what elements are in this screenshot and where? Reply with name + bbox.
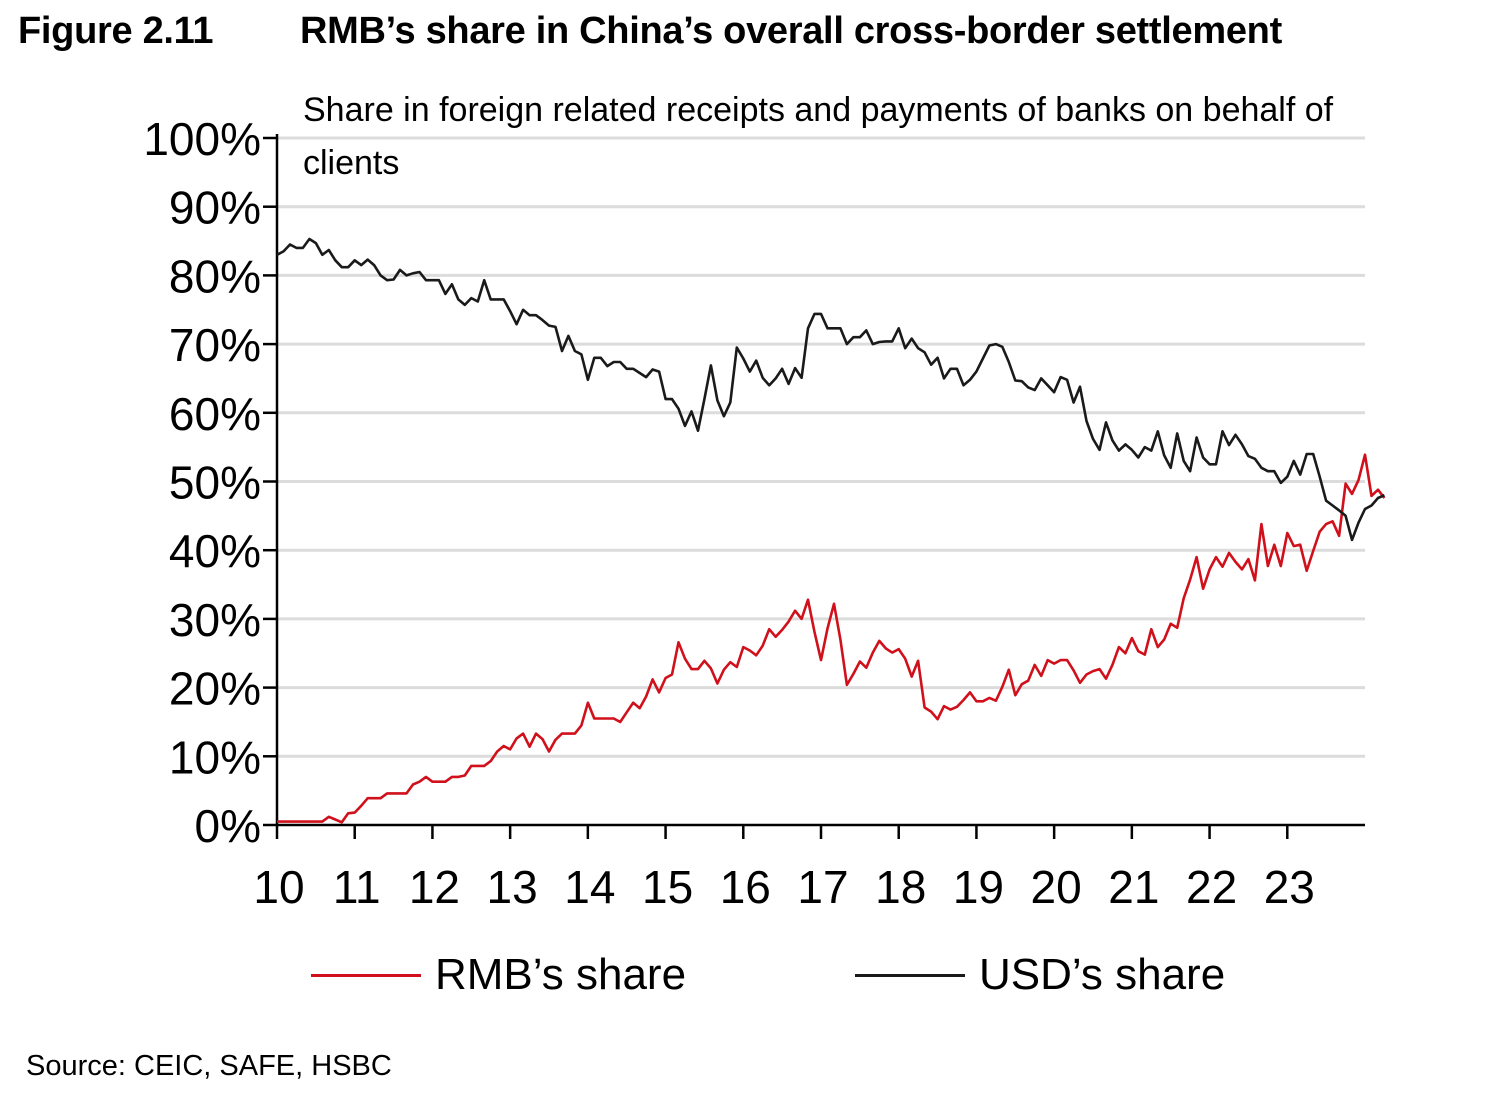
x-tick-label: 17: [797, 861, 848, 913]
x-axis: 10 11 12 13 14 15 16 17 18 19 20 21 22 23: [253, 823, 1365, 913]
figure-number: Figure 2.11: [18, 10, 214, 52]
legend-item-rmb: RMB’s share: [311, 950, 686, 1000]
gridlines: [277, 136, 1365, 758]
x-tick-label: 20: [1031, 861, 1082, 913]
series-line-rmb: [277, 453, 1386, 824]
y-tick-label: 10%: [169, 731, 261, 783]
source-note: Source: CEIC, SAFE, HSBC: [26, 1050, 392, 1082]
y-tick-label: 70%: [169, 319, 261, 371]
legend-label-usd: USD’s share: [979, 950, 1226, 999]
x-tick-label: 18: [875, 861, 926, 913]
y-axis: 0% 10% 20% 30% 40% 50% 60% 70% 80% 90% 100%: [143, 113, 279, 852]
x-tick-label: 16: [720, 861, 771, 913]
legend-label-rmb: RMB’s share: [435, 950, 687, 999]
x-tick-label: 12: [409, 861, 460, 913]
series-line-usd: [276, 237, 1385, 542]
x-tick-label: 11: [333, 861, 381, 913]
y-tick-label: 60%: [169, 388, 261, 440]
y-tick-label: 80%: [169, 250, 261, 302]
figure-title-text: RMB’s share in China’s overall cross-bor…: [300, 10, 1282, 52]
legend: RMB’s share USD’s share: [0, 950, 1500, 1010]
series-lines: [276, 237, 1386, 824]
chart-subtitle: Share in foreign related receipts and pa…: [303, 91, 1334, 182]
y-tick-label: 30%: [169, 594, 261, 646]
y-tick-label: 90%: [169, 182, 261, 234]
legend-swatch-rmb: [311, 973, 421, 977]
x-tick-label: 15: [642, 861, 693, 913]
x-tick-label: 13: [487, 861, 538, 913]
y-tick-label: 40%: [169, 525, 261, 577]
legend-swatch-usd: [855, 973, 965, 977]
x-tick-label: 14: [564, 861, 615, 913]
x-tick-label: 19: [953, 861, 1004, 913]
x-tick-label: 23: [1264, 861, 1315, 913]
legend-item-usd: USD’s share: [855, 950, 1225, 1000]
line-chart: 0% 10% 20% 30% 40% 50% 60% 70% 80% 90% 100% 10 11 12…: [143, 113, 1386, 913]
y-tick-label: 50%: [169, 457, 261, 509]
x-tick-label: 22: [1186, 861, 1237, 913]
y-tick-label: 100%: [143, 113, 261, 165]
figure-title: Figure 2.11 RMB’s share in China’s overal…: [18, 10, 1282, 53]
x-tick-label: 10: [253, 861, 304, 913]
y-tick-label: 0%: [195, 800, 261, 852]
y-tick-label: 20%: [169, 663, 261, 715]
x-tick-label: 21: [1108, 861, 1159, 913]
